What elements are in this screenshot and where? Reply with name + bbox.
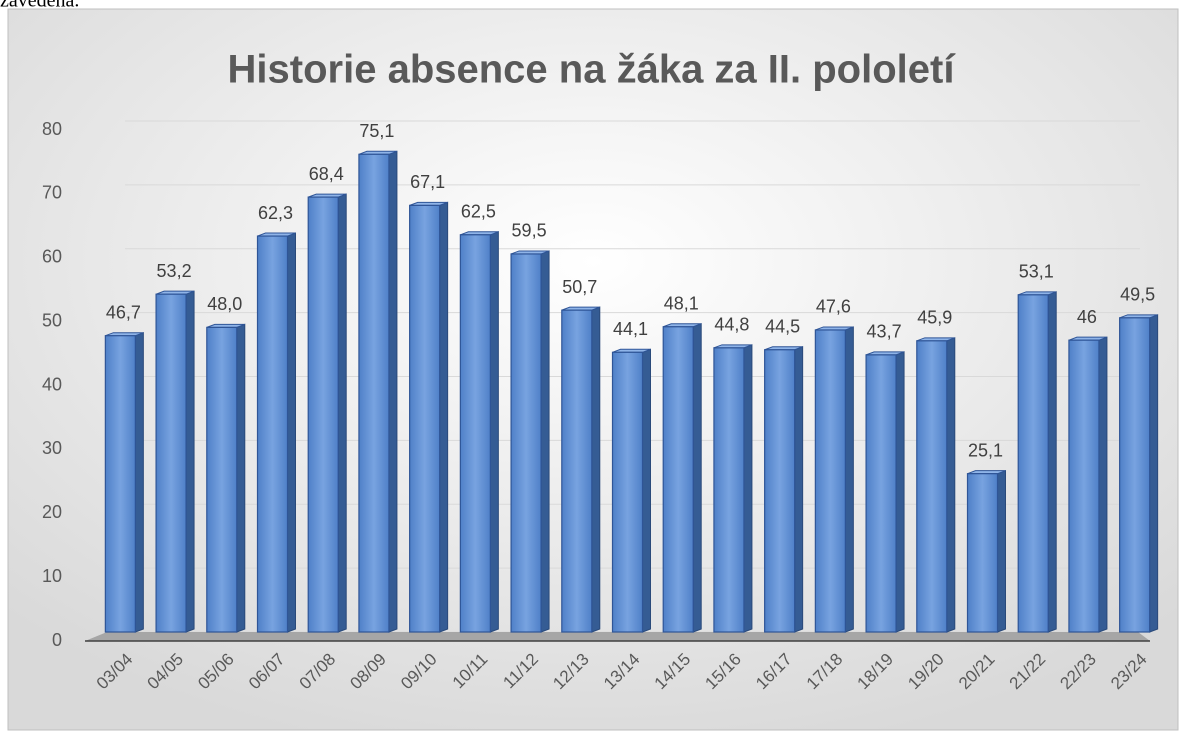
bar: [307, 196, 339, 633]
bar: [966, 473, 999, 633]
bar: [1119, 317, 1151, 633]
bar-side: [794, 346, 804, 633]
bar-side: [489, 231, 499, 633]
y-tick-label: 80: [42, 119, 62, 139]
data-label: 48,1: [664, 294, 699, 314]
bar-side: [337, 193, 347, 633]
bar: [358, 153, 390, 633]
bar: [814, 329, 846, 633]
data-label: 75,1: [359, 121, 394, 141]
bar-side: [388, 150, 398, 633]
bar: [206, 326, 238, 633]
data-label: 67,1: [410, 172, 445, 192]
y-tick-label: 40: [42, 374, 62, 394]
data-label: 59,5: [512, 221, 547, 241]
y-tick-label: 10: [42, 566, 62, 586]
bar: [764, 349, 796, 633]
data-label: 53,2: [157, 261, 192, 281]
data-label: 47,6: [816, 297, 851, 317]
y-tick-label: 30: [42, 438, 62, 458]
bar-side: [692, 323, 702, 633]
data-label: 46: [1077, 307, 1097, 327]
data-label: 53,1: [1019, 262, 1054, 282]
bar-side: [540, 250, 550, 633]
page-caption: zavedena.: [0, 0, 79, 12]
bar: [459, 234, 491, 633]
y-tick-label: 0: [52, 630, 62, 650]
bar-side: [946, 337, 956, 633]
bar-side: [439, 201, 449, 633]
data-label: 50,7: [562, 277, 597, 297]
bar-side: [895, 351, 905, 633]
bar-side: [1149, 314, 1159, 633]
data-label: 45,9: [917, 308, 952, 328]
y-tick-label: 20: [42, 502, 62, 522]
bar-side: [134, 331, 144, 633]
data-label: 25,1: [968, 440, 1003, 460]
chart-title: Historie absence na žáka za II. pololetí: [228, 48, 957, 92]
data-label: 62,3: [258, 203, 293, 223]
data-label: 44,1: [613, 319, 648, 339]
bar: [256, 235, 289, 633]
bar-side: [236, 323, 246, 633]
data-label: 48,0: [207, 294, 242, 314]
bar: [611, 351, 644, 633]
bar: [865, 354, 897, 633]
bar: [409, 204, 441, 633]
bar-side: [997, 469, 1006, 633]
y-tick-label: 50: [42, 310, 62, 330]
bar-side: [591, 306, 601, 633]
bar: [510, 253, 542, 633]
data-label: 44,8: [714, 315, 749, 335]
bar-side: [1047, 291, 1057, 633]
data-label: 49,5: [1120, 285, 1155, 305]
bar-side: [287, 232, 296, 633]
bar-side: [642, 348, 651, 633]
data-label: 68,4: [309, 164, 344, 184]
bar: [1017, 294, 1049, 633]
plot: 0102030405060708003/0446,704/0553,205/06…: [42, 119, 1159, 693]
bar: [1068, 339, 1100, 633]
y-tick-label: 70: [42, 183, 62, 203]
bar: [916, 340, 948, 633]
y-tick-label: 60: [42, 247, 62, 267]
data-label: 62,5: [461, 202, 496, 222]
bar-side: [185, 290, 195, 633]
data-label: 46,7: [106, 302, 141, 322]
bar: [104, 335, 136, 633]
data-label: 44,5: [765, 317, 800, 337]
bar: [713, 347, 745, 633]
bar-side: [743, 344, 753, 633]
bar: [662, 326, 694, 633]
bar-side: [844, 326, 854, 633]
bar: [155, 293, 187, 633]
floor: [85, 632, 1150, 641]
data-label: 43,7: [867, 322, 902, 342]
bar: [561, 309, 593, 633]
bar-side: [1098, 336, 1108, 633]
